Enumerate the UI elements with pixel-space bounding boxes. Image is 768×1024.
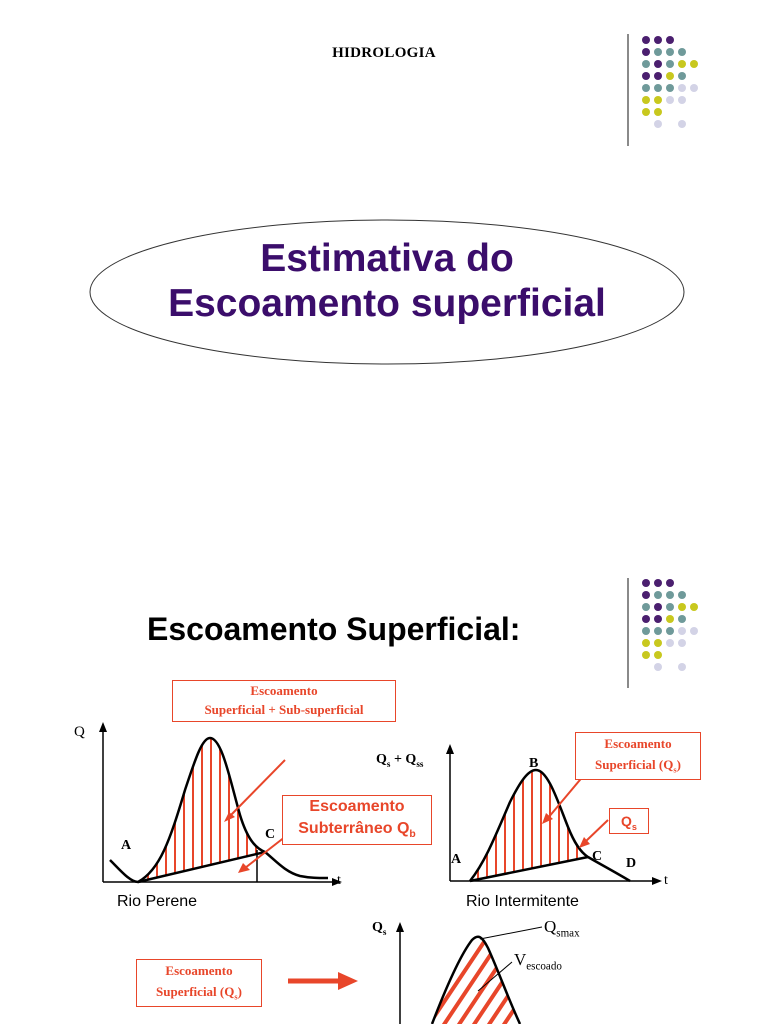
box-line2-text: Subterrâneo Q [298, 820, 410, 837]
arrow-top-head [224, 812, 235, 822]
arrow-sub-head [238, 863, 250, 873]
left-x-label: t [337, 873, 341, 888]
label-vescoado-v: V [514, 950, 527, 969]
box-line1: Escoamento [165, 963, 233, 978]
bottom-y-q: Q [372, 920, 383, 935]
hydrograph-curve [430, 935, 522, 1024]
hydrograph-curve [109, 736, 329, 884]
slide1-title-line2: Escoamento superficial [168, 282, 606, 325]
left-point-a: A [121, 838, 132, 853]
hydrograph-curve [469, 768, 631, 883]
title-ellipse [89, 219, 685, 365]
right-y-sub2: ss [416, 758, 424, 769]
slide1-title-line1: Estimativa do [260, 237, 514, 280]
right-y-q: Q [376, 752, 387, 767]
box-bottom-superficial: Escoamento Superficial (Qs) [136, 959, 262, 1007]
right-y-label: Qs + Qss [376, 752, 423, 769]
box-line1: Escoamento [250, 683, 318, 698]
x-axis-arrow [652, 877, 662, 885]
left-y-label: Q [74, 724, 85, 740]
arrow-right-icon [288, 972, 358, 990]
left-point-c: C [265, 827, 276, 842]
label-qsmax-q: Q [544, 917, 557, 936]
box-line2-sub: b [409, 829, 416, 841]
right-y-sub1: s [386, 758, 391, 769]
box-line2: Superficial (Qs) [137, 981, 261, 1008]
right-point-c: C [592, 849, 603, 864]
label-vescoado-sub: escoado [526, 960, 562, 973]
bottom-y-sub: s [382, 926, 387, 937]
x-axis-arrow [332, 878, 342, 886]
dot-grid-icon [642, 36, 698, 128]
box-qs-sub: s [631, 821, 637, 832]
divider-line [627, 34, 629, 146]
box-line1: Escoamento [309, 798, 405, 815]
box-line1: Escoamento [604, 736, 672, 751]
hydrograph-bottom [396, 922, 543, 1024]
hydrograph-perene [99, 722, 342, 886]
y-axis-arrow [99, 722, 107, 732]
box-line2: Superficial (Qs) [576, 754, 700, 781]
box-line2: Subterrâneo Qb [283, 818, 431, 846]
separation-line [469, 855, 589, 883]
leader-qsmax [479, 926, 543, 940]
box-line2-text: Superficial (Q [156, 984, 235, 999]
box-qs: Qs [609, 808, 649, 834]
box-line2-sub: s [673, 764, 677, 775]
divider-line [627, 578, 629, 688]
box-superficial-subsuperficial: Escoamento Superficial + Sub-superficial [172, 680, 396, 722]
right-point-a: A [451, 852, 462, 867]
box-subterraneo: Escoamento Subterrâneo Qb [282, 795, 432, 845]
arrow-qs-head [579, 837, 590, 848]
slide2-title: Escoamento Superficial: [147, 611, 521, 647]
label-vescoado: Vescoado [514, 950, 562, 972]
label-qsmax: Qsmax [544, 917, 580, 939]
right-point-b: B [529, 756, 539, 771]
box-line2-sub: s [234, 991, 238, 1002]
separation-line [137, 850, 266, 884]
dot-grid-dots [642, 579, 698, 671]
box-line2-text: Superficial (Q [595, 757, 674, 772]
arrow-top [229, 759, 286, 817]
bottom-y-label: Qs [372, 920, 386, 937]
right-x-label: t [664, 873, 668, 888]
arrow-qs [584, 819, 609, 843]
label-qsmax-sub: smax [556, 927, 580, 940]
right-y-plus: + Q [390, 752, 417, 767]
box-line2-end: ) [237, 984, 242, 999]
right-point-d: D [626, 856, 637, 871]
box-line2-end: ) [676, 757, 681, 772]
box-line2: Superficial + Sub-superficial [204, 702, 364, 717]
y-axis-arrow [446, 744, 454, 754]
box-qs-text: Q [621, 813, 632, 829]
leader-vescoado [477, 961, 513, 992]
y-axis-arrow [396, 922, 404, 932]
header-title: HIDROLOGIA [332, 45, 436, 61]
box-superficial-qs: Escoamento Superficial (Qs) [575, 732, 701, 780]
arrow-box-head [542, 813, 553, 824]
dot-grid-icon [642, 579, 698, 671]
left-caption: Rio Perene [117, 893, 198, 910]
slide1-title: Estimativa do Escoamento superficial [88, 236, 686, 326]
right-caption: Rio Intermitente [466, 893, 579, 910]
dot-grid-dots [642, 36, 698, 128]
